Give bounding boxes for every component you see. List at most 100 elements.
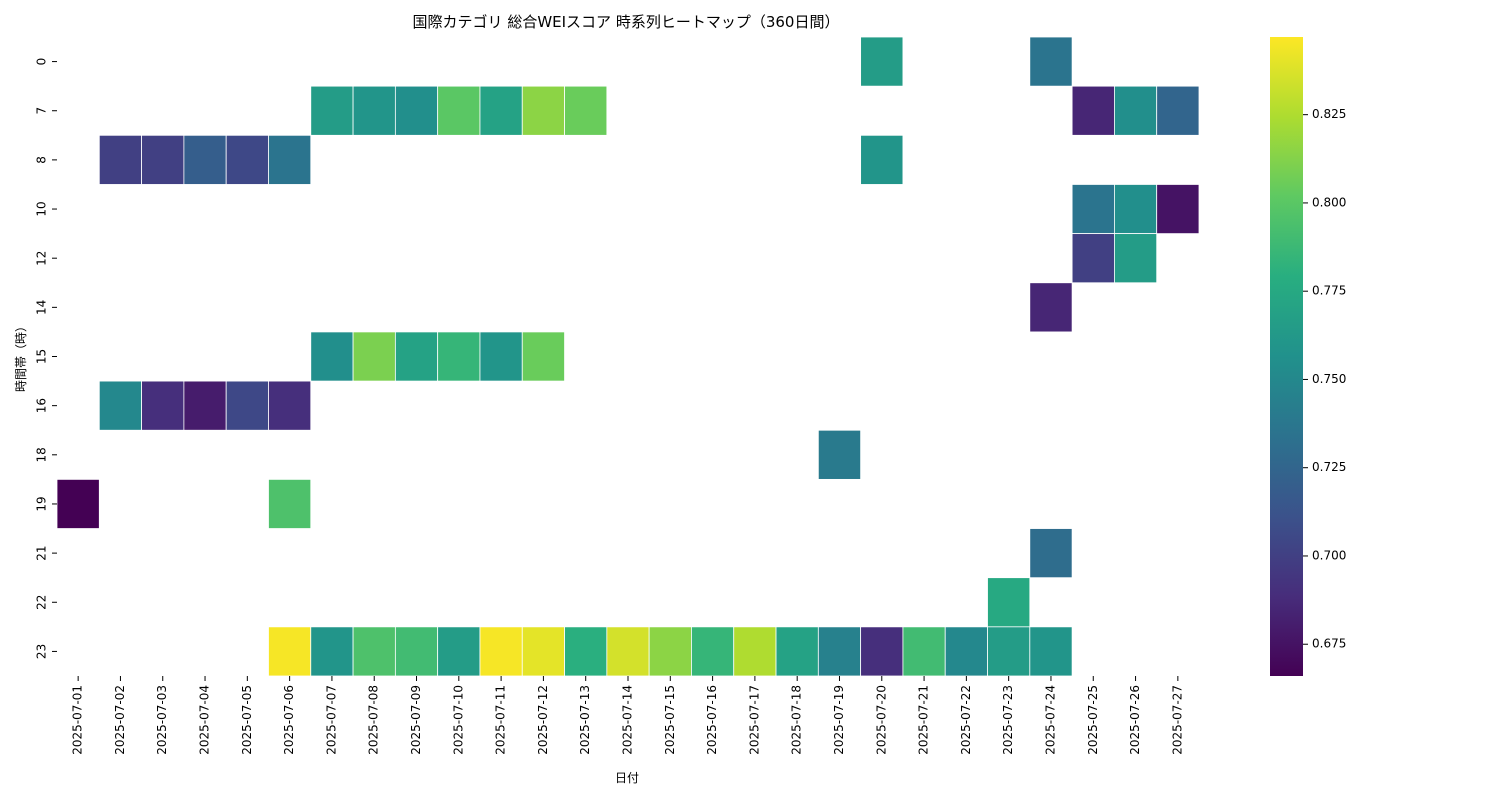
x-tick-label: 2025-07-06	[282, 685, 296, 755]
y-tick-label: 15	[35, 349, 49, 364]
heatmap-cell	[268, 626, 312, 677]
y-tick-label: 8	[35, 156, 49, 164]
y-tick-label: 12	[35, 251, 49, 266]
heatmap-cell	[268, 134, 312, 185]
colorbar-axis: 0.675 0.700 0.725 0.750 0.775 0.800 0.825	[1303, 107, 1346, 651]
heatmap-cell	[479, 85, 523, 136]
x-tick-label: 2025-07-04	[198, 685, 212, 755]
heatmap-cell	[310, 331, 354, 382]
y-tick-label: 22	[35, 595, 49, 610]
heatmap-cell	[733, 626, 777, 677]
x-axis: 2025-07-01 2025-07-02 2025-07-03 2025-07-04…	[71, 676, 1184, 755]
heatmap-cell	[1114, 233, 1158, 284]
heatmap-cell	[352, 331, 396, 382]
colorbar-tick-label: 0.725	[1312, 460, 1346, 474]
x-tick-label: 2025-07-27	[1170, 685, 1184, 755]
heatmap-cell	[564, 626, 608, 677]
heatmap-cell	[56, 478, 100, 529]
heatmap-cell	[437, 331, 481, 382]
colorbar-tick-label: 0.750	[1312, 372, 1346, 386]
x-tick-label: 2025-07-14	[621, 685, 635, 755]
colorbar-tick-label: 0.825	[1312, 107, 1346, 121]
heatmap-cell	[183, 134, 227, 185]
colorbar-tick-label: 0.675	[1312, 637, 1346, 651]
heatmap-cell	[1071, 184, 1115, 235]
x-tick-label: 2025-07-18	[790, 685, 804, 755]
colorbar-tick-label: 0.800	[1312, 195, 1346, 209]
x-tick-label: 2025-07-11	[494, 685, 508, 755]
heatmap-cell	[141, 380, 185, 431]
heatmap-cell	[479, 626, 523, 677]
heatmap-cell	[183, 380, 227, 431]
y-axis: 0 7 8 10 12 14 15 16 18 19 21 22 23	[35, 58, 57, 659]
heatmap-cell	[1029, 528, 1073, 579]
heatmap-cell	[987, 577, 1031, 628]
x-tick-label: 2025-07-16	[705, 685, 719, 755]
y-tick-label: 10	[35, 201, 49, 216]
chart-title: 国際カテゴリ 総合WEIスコア 時系列ヒートマップ（360日間）	[413, 13, 840, 31]
colorbar	[1270, 37, 1303, 676]
heatmap-cell	[479, 331, 523, 382]
x-tick-label: 2025-07-23	[1001, 685, 1015, 755]
x-tick-label: 2025-07-25	[1086, 685, 1100, 755]
heatmap-cell	[352, 626, 396, 677]
x-tick-label: 2025-07-21	[917, 685, 931, 755]
heatmap-cell	[1156, 184, 1200, 235]
y-tick-label: 14	[35, 300, 49, 315]
heatmap-cell	[98, 134, 142, 185]
x-tick-label: 2025-07-09	[409, 685, 423, 755]
x-tick-label: 2025-07-20	[874, 685, 888, 755]
x-tick-label: 2025-07-13	[578, 685, 592, 755]
heatmap-cell	[225, 380, 269, 431]
heatmap-cell	[860, 626, 904, 677]
x-axis-title: 日付	[615, 771, 639, 785]
heatmap-cell	[310, 626, 354, 677]
x-tick-label: 2025-07-05	[240, 685, 254, 755]
heatmap-cell	[987, 626, 1031, 677]
heatmap-cell	[944, 626, 988, 677]
y-tick-label: 23	[35, 644, 49, 659]
heatmap-cell	[1029, 282, 1073, 333]
x-tick-label: 2025-07-01	[71, 685, 85, 755]
heatmap-cell	[1114, 184, 1158, 235]
heatmap-cell	[1156, 85, 1200, 136]
y-tick-label: 0	[35, 58, 49, 66]
x-tick-label: 2025-07-22	[959, 685, 973, 755]
heatmap-cell	[521, 331, 565, 382]
heatmap-cell	[902, 626, 946, 677]
heatmap-cell	[268, 478, 312, 529]
heatmap-cell	[860, 134, 904, 185]
y-tick-label: 18	[35, 447, 49, 462]
x-tick-label: 2025-07-02	[113, 685, 127, 755]
heatmap-cell	[1071, 85, 1115, 136]
x-tick-label: 2025-07-17	[747, 685, 761, 755]
x-tick-label: 2025-07-26	[1128, 685, 1142, 755]
heatmap-cell	[521, 626, 565, 677]
colorbar-tick-label: 0.775	[1312, 284, 1346, 298]
x-tick-label: 2025-07-10	[451, 685, 465, 755]
heatmap-cell	[437, 626, 481, 677]
heatmap-cell	[352, 85, 396, 136]
x-tick-label: 2025-07-07	[324, 685, 338, 755]
colorbar-tick-label: 0.700	[1312, 548, 1346, 562]
heatmap-cell	[394, 626, 439, 677]
heatmap-cell	[521, 85, 565, 136]
x-tick-label: 2025-07-19	[832, 685, 846, 755]
heatmap-cell	[648, 626, 692, 677]
heatmap-cell	[606, 626, 650, 677]
heatmap-cell	[1029, 626, 1073, 677]
heatmap-cell	[268, 380, 312, 431]
heatmap-cell	[310, 85, 354, 136]
y-axis-title: 時間帯（時）	[14, 320, 28, 392]
x-tick-label: 2025-07-08	[367, 685, 381, 755]
x-tick-label: 2025-07-03	[155, 685, 169, 755]
heatmap-cell	[564, 85, 608, 136]
heatmap-cell	[98, 380, 142, 431]
y-tick-label: 7	[35, 107, 49, 115]
heatmap-cell	[691, 626, 735, 677]
heatmap-cells	[56, 36, 1200, 677]
heatmap-cell	[394, 85, 439, 136]
heatmap-cell	[817, 626, 862, 677]
heatmap-cell	[1114, 85, 1158, 136]
